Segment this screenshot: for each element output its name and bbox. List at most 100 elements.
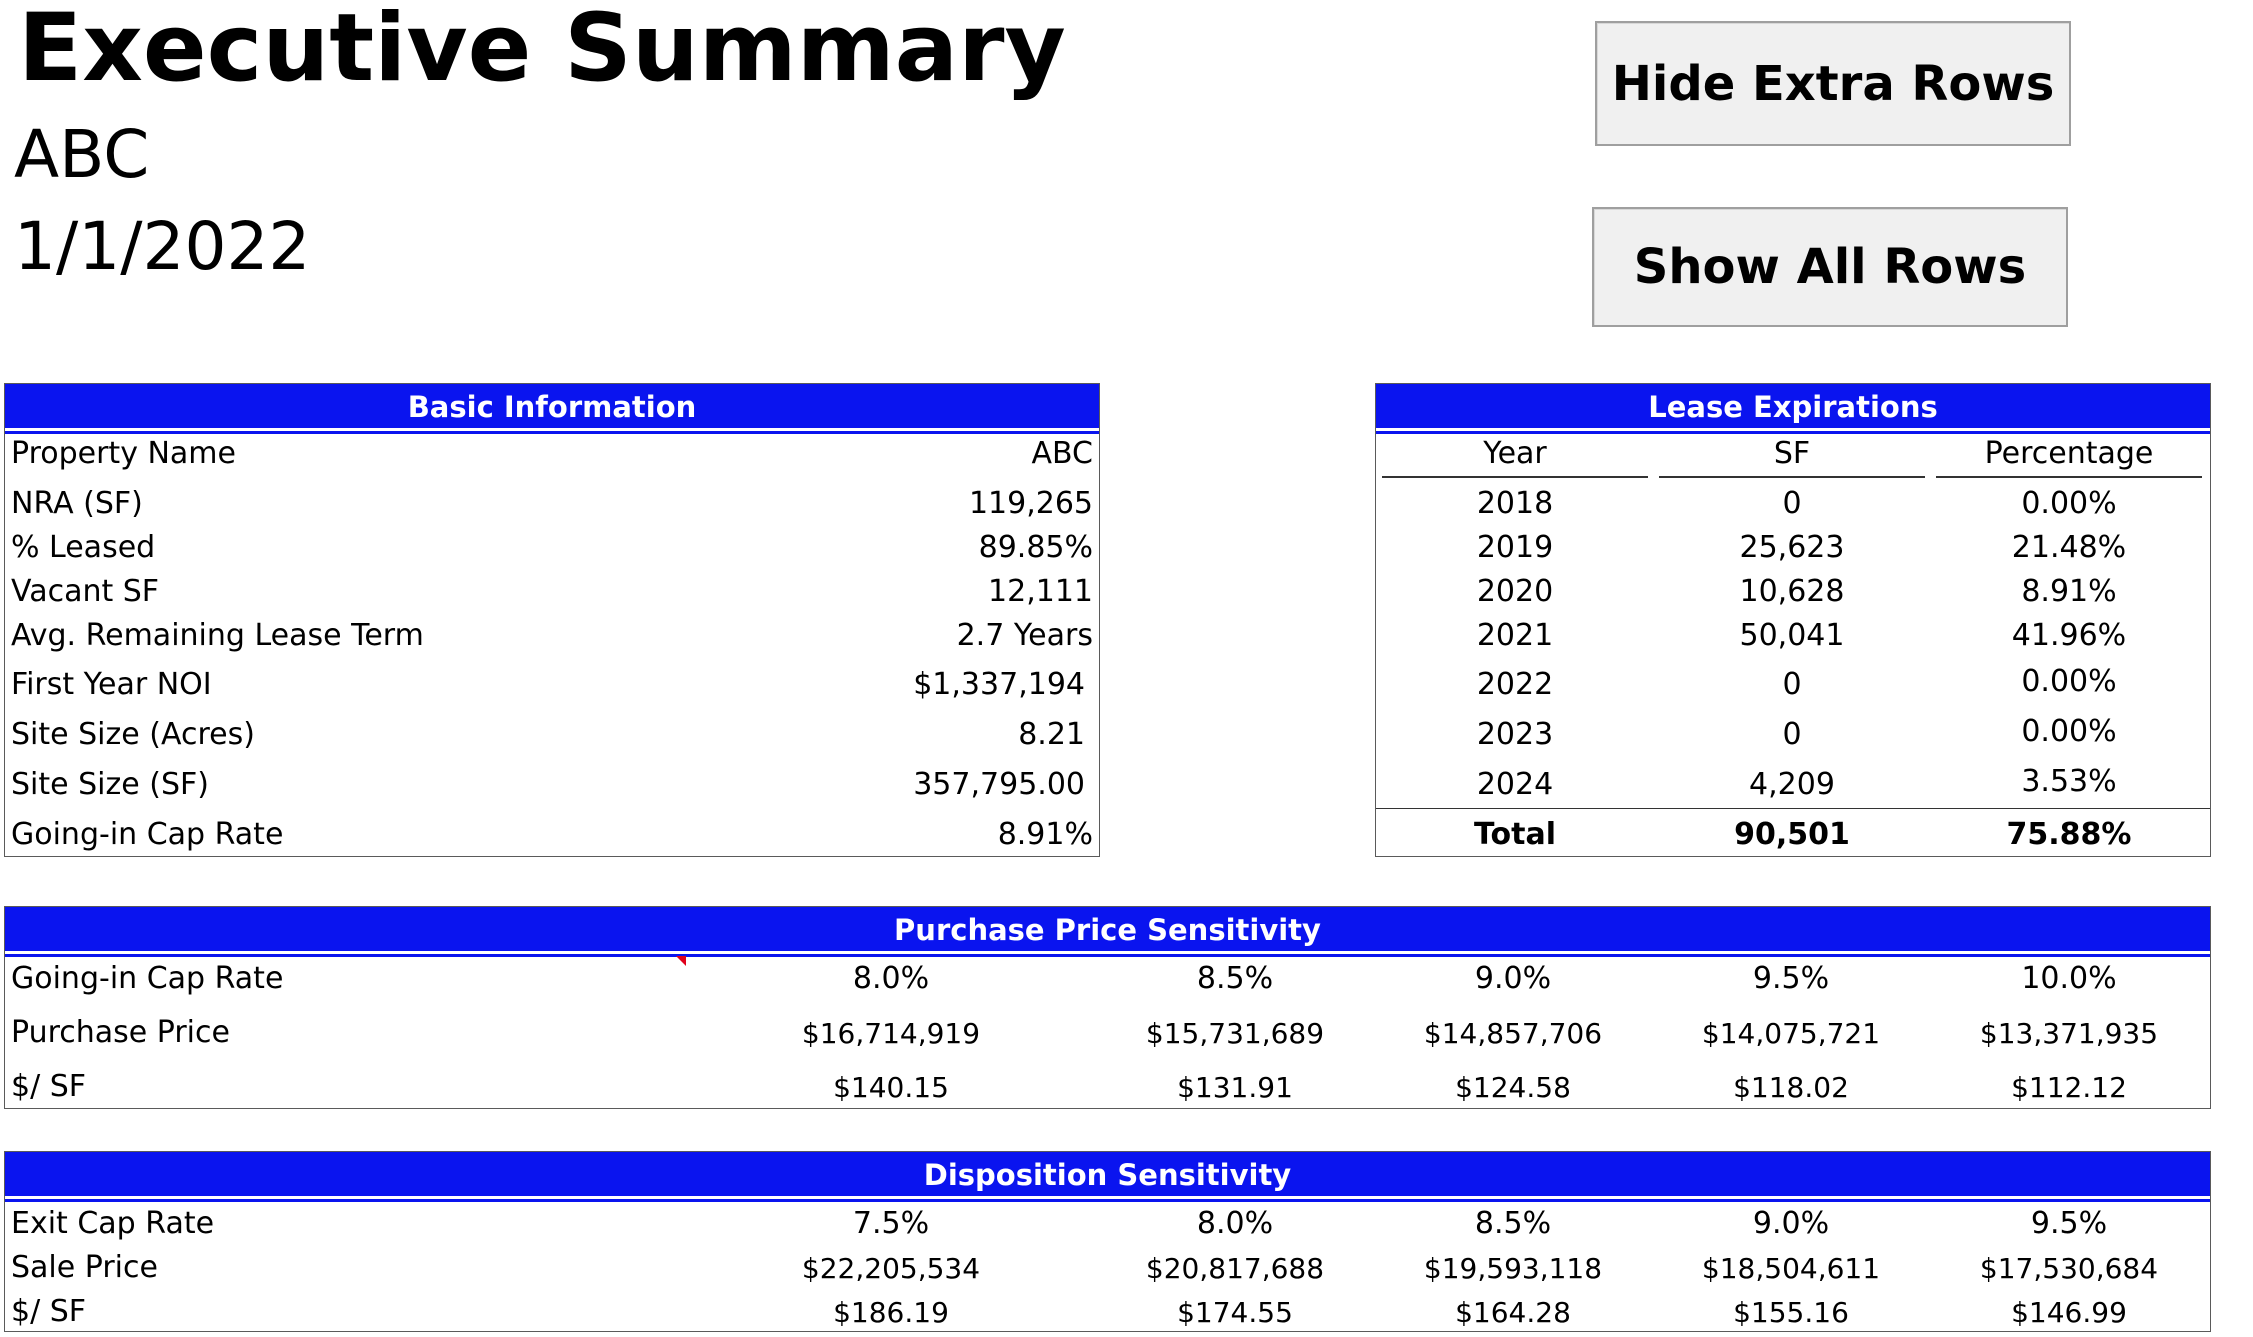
total-divider (1376, 808, 2210, 809)
purchase-price-sensitivity-table: Purchase Price Sensitivity Going-in Cap … (4, 906, 2211, 1109)
lease-header-year: Year (1483, 436, 1547, 471)
company-name: ABC (14, 116, 150, 193)
sensitivity-value: 8.0% (852, 961, 930, 996)
sensitivity-value: $118.02 (1733, 1071, 1849, 1104)
lease-header-percentage: Percentage (1984, 436, 2154, 471)
basic-info-row: Site Size (SF) 357,795.00 (5, 767, 1099, 807)
basic-info-row: Vacant SF 12,111 (5, 574, 1099, 614)
lease-total-percentage: 75.88% (2006, 817, 2132, 852)
header-underline (1936, 476, 2202, 478)
basic-info-row: % Leased 89.85% (5, 530, 1099, 570)
basic-info-label: Vacant SF (11, 574, 160, 609)
sensitivity-value: $131.91 (1177, 1071, 1293, 1104)
basic-info-row: Site Size (Acres) 8.21 (5, 717, 1099, 757)
hide-extra-rows-button[interactable]: Hide Extra Rows (1595, 21, 2071, 146)
sensitivity-value: $15,731,689 (1145, 1017, 1325, 1050)
sensitivity-label: Exit Cap Rate (11, 1206, 215, 1241)
sensitivity-value: $164.28 (1455, 1296, 1571, 1329)
basic-info-value: 12,111 (988, 574, 1093, 609)
lease-expirations-title: Lease Expirations (1376, 384, 2210, 431)
lease-total-sf: 90,501 (1734, 817, 1850, 852)
basic-info-label: NRA (SF) (11, 486, 143, 521)
lease-expirations-table: Lease Expirations Year SF Percentage 201… (1375, 383, 2211, 857)
sensitivity-value: $19,593,118 (1423, 1252, 1603, 1285)
page-title: Executive Summary (18, 0, 1066, 103)
basic-info-value: 357,795.00 (913, 767, 1085, 802)
sensitivity-value: $146.99 (2011, 1296, 2127, 1329)
lease-percentage: 3.53% (2021, 764, 2117, 799)
lease-sf: 25,623 (1739, 530, 1845, 565)
sensitivity-value: $112.12 (2011, 1071, 2127, 1104)
basic-info-value: 8.21 (1018, 717, 1085, 752)
lease-sf: 4,209 (1749, 767, 1835, 802)
basic-info-label: Avg. Remaining Lease Term (11, 618, 424, 653)
basic-information-table: Basic Information Property Name ABC NRA … (4, 383, 1100, 857)
sensitivity-row: Purchase Price (5, 1015, 2210, 1055)
basic-info-row: Property Name ABC (5, 436, 1099, 476)
sensitivity-value: 7.5% (852, 1206, 930, 1241)
sensitivity-row: Sale Price (5, 1250, 2210, 1290)
comment-indicator-icon[interactable] (676, 956, 686, 966)
basic-info-label: First Year NOI (11, 667, 212, 702)
lease-percentage: 0.00% (2021, 714, 2117, 749)
sensitivity-label: Purchase Price (11, 1015, 230, 1050)
basic-information-title: Basic Information (5, 384, 1099, 431)
basic-info-value: 119,265 (968, 486, 1093, 521)
sensitivity-row: Exit Cap Rate (5, 1206, 2210, 1246)
sensitivity-value: $14,075,721 (1701, 1017, 1881, 1050)
sensitivity-row: Going-in Cap Rate (5, 961, 2210, 1001)
basic-info-row: Going-in Cap Rate 8.91% (5, 817, 1099, 857)
lease-year: 2019 (1476, 530, 1554, 565)
sensitivity-value: 9.5% (1752, 961, 1830, 996)
sensitivity-value: 9.0% (1752, 1206, 1830, 1241)
lease-sf: 0 (1782, 667, 1802, 702)
sensitivity-label: Going-in Cap Rate (11, 961, 284, 996)
sensitivity-label: $/ SF (11, 1294, 87, 1329)
lease-year: 2022 (1476, 667, 1554, 702)
basic-info-row: NRA (SF) 119,265 (5, 486, 1099, 526)
header-underline (1659, 476, 1925, 478)
sensitivity-value: $20,817,688 (1145, 1252, 1325, 1285)
sensitivity-value: 8.5% (1196, 961, 1274, 996)
basic-info-value: $1,337,194 (913, 667, 1085, 702)
basic-info-label: % Leased (11, 530, 156, 565)
sensitivity-value: $18,504,611 (1701, 1252, 1881, 1285)
sensitivity-value: $16,714,919 (801, 1017, 981, 1050)
lease-sf: 10,628 (1739, 574, 1845, 609)
sensitivity-value: 9.0% (1474, 961, 1552, 996)
basic-info-label: Site Size (Acres) (11, 717, 255, 752)
lease-year: 2021 (1476, 618, 1554, 653)
sensitivity-value: $17,530,684 (1979, 1252, 2159, 1285)
lease-percentage: 41.96% (2011, 618, 2127, 653)
sensitivity-value: 10.0% (2021, 961, 2117, 996)
lease-sf: 50,041 (1739, 618, 1845, 653)
lease-year: 2024 (1476, 767, 1554, 802)
lease-percentage: 0.00% (2021, 486, 2117, 521)
sensitivity-row: $/ SF (5, 1069, 2210, 1109)
purchase-price-sensitivity-title: Purchase Price Sensitivity (5, 907, 2210, 954)
sensitivity-row: $/ SF (5, 1294, 2210, 1334)
show-all-rows-button[interactable]: Show All Rows (1592, 207, 2068, 327)
lease-year: 2018 (1476, 486, 1554, 521)
lease-sf: 0 (1782, 717, 1802, 752)
lease-percentage: 0.00% (2021, 664, 2117, 699)
report-date: 1/1/2022 (14, 208, 311, 285)
header-underline (1382, 476, 1648, 478)
basic-info-value: ABC (1031, 436, 1093, 471)
sensitivity-value: $22,205,534 (801, 1252, 981, 1285)
sensitivity-value: 8.0% (1196, 1206, 1274, 1241)
disposition-sensitivity-table: Disposition Sensitivity Exit Cap Rate 7.… (4, 1151, 2211, 1332)
sensitivity-value: $14,857,706 (1423, 1017, 1603, 1050)
disposition-sensitivity-title: Disposition Sensitivity (5, 1152, 2210, 1199)
sensitivity-value: $13,371,935 (1979, 1017, 2159, 1050)
basic-info-label: Going-in Cap Rate (11, 817, 284, 852)
sensitivity-value: $186.19 (833, 1296, 949, 1329)
lease-year: 2023 (1476, 717, 1554, 752)
lease-year: 2020 (1476, 574, 1554, 609)
sensitivity-label: Sale Price (11, 1250, 158, 1285)
basic-info-label: Site Size (SF) (11, 767, 209, 802)
sensitivity-value: 8.5% (1474, 1206, 1552, 1241)
basic-info-value: 89.85% (978, 530, 1093, 565)
lease-sf: 0 (1782, 486, 1802, 521)
sensitivity-label: $/ SF (11, 1069, 87, 1104)
